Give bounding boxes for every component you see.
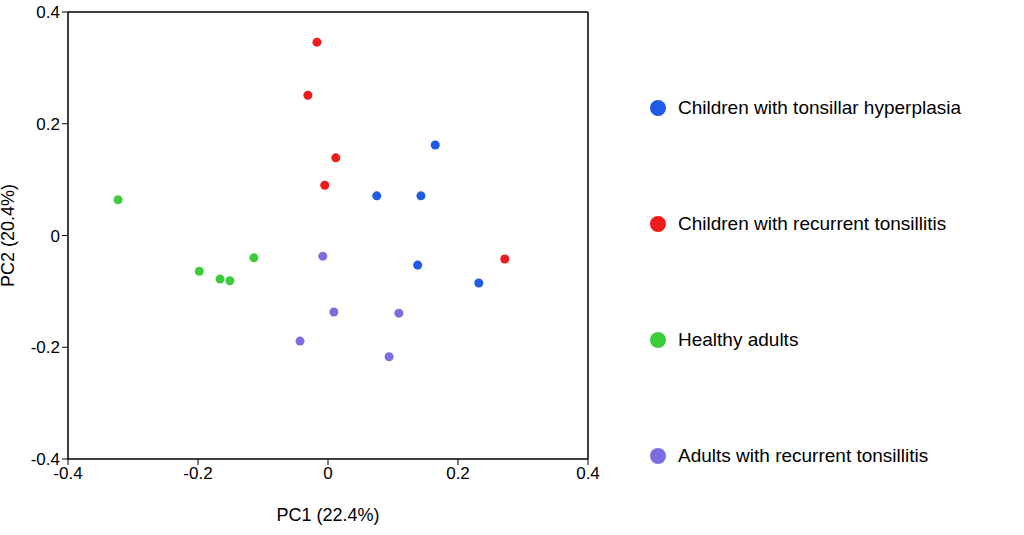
svg-text:0: 0 [51,227,60,246]
html-text:Children with tonsillar hyperp: Children with tonsillar hyperplasia [678,97,961,118]
html-text:Healthy adults: Healthy adults [678,329,799,350]
svg-text:PC2 (20.4%): PC2 (20.4%) [8,184,18,287]
svg-text:0.4: 0.4 [36,3,60,22]
svg-text:0: 0 [323,464,332,483]
svg-text:0.4: 0.4 [576,464,600,483]
svg-text:PC1 (22.4%): PC1 (22.4%) [276,505,379,525]
html-text:Adults with recurrent tonsilli: Adults with recurrent tonsillitis [678,445,929,466]
svg-text:0.2: 0.2 [36,115,60,134]
svg-text:-0.2: -0.2 [183,464,212,483]
svg-text:-0.2: -0.2 [31,338,60,357]
svg-text:-0.4: -0.4 [53,464,83,484]
svg-text:-0.4: -0.4 [31,450,60,469]
svg-text:0.2: 0.2 [446,464,470,483]
html-text:Children with recurrent tonsil: Children with recurrent tonsillitis [678,213,947,234]
